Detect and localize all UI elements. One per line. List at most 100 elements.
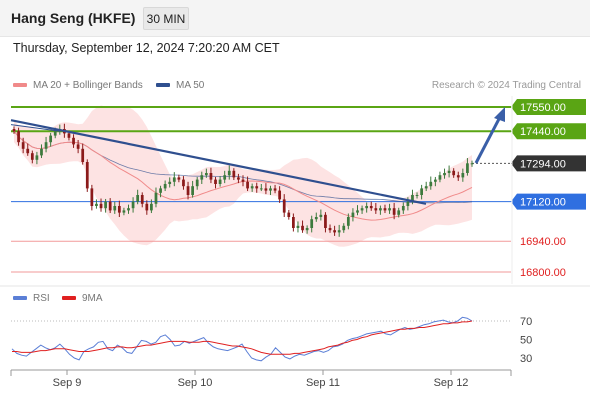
candle-body — [278, 190, 282, 200]
legend-ma20: MA 20 + Bollinger Bands — [13, 80, 143, 91]
candle-body — [218, 179, 222, 184]
candle-body — [85, 162, 89, 189]
level-tag-box — [511, 155, 586, 172]
candle-body — [117, 206, 121, 213]
candle — [17, 127, 20, 146]
ma9-label: 9MA — [82, 293, 103, 304]
candle — [150, 199, 153, 214]
rsi-line — [11, 316, 473, 362]
legend-ma50: MA 50 — [156, 80, 204, 91]
candle-body — [411, 195, 414, 202]
candle — [49, 132, 53, 147]
candle-body — [113, 206, 117, 211]
candle — [287, 209, 291, 220]
instrument-title: Hang Seng (HKFE) — [11, 10, 136, 26]
candle-body — [232, 170, 236, 178]
candle-body — [470, 163, 474, 165]
candle — [227, 165, 231, 180]
candle — [237, 173, 240, 184]
candle — [360, 205, 364, 214]
x-tick-label: Sep 12 — [434, 377, 469, 389]
candle — [172, 172, 176, 187]
candle — [351, 208, 355, 222]
candle — [145, 200, 149, 215]
candle — [301, 220, 304, 233]
ma50-label: MA 50 — [176, 80, 205, 91]
rsi-swatch — [13, 296, 27, 301]
candle — [232, 168, 236, 181]
candle — [209, 167, 213, 184]
candle — [76, 140, 80, 154]
forecast-arrow-head — [494, 107, 505, 122]
candle — [26, 143, 30, 156]
candle — [328, 224, 332, 233]
candle-body — [76, 144, 80, 149]
candle-body — [140, 195, 144, 204]
candle-body — [466, 163, 469, 173]
candle — [140, 192, 144, 208]
candle-body — [301, 225, 304, 231]
candle — [443, 168, 446, 179]
candle-body — [443, 173, 446, 176]
candle — [346, 213, 350, 230]
candle — [259, 184, 263, 192]
candle — [319, 209, 323, 221]
ma50-swatch — [156, 83, 170, 88]
candle — [81, 143, 85, 165]
candle — [204, 168, 208, 178]
candle-body — [351, 212, 355, 217]
candle-body — [163, 184, 167, 189]
candle-body — [287, 212, 291, 217]
candle-body — [433, 179, 437, 182]
candle — [154, 187, 158, 208]
candle-body — [438, 175, 442, 180]
candle-body — [227, 170, 231, 176]
candle — [195, 176, 199, 190]
candle — [12, 126, 16, 134]
candle — [456, 171, 460, 181]
candle — [95, 199, 98, 209]
level-label-17120.00: 17120.00 — [520, 197, 566, 209]
trendline-start — [10, 124, 61, 132]
candle-body — [209, 173, 213, 180]
level-label-16940.00: 16940.00 — [520, 236, 566, 248]
candle-body — [379, 208, 382, 211]
candle — [269, 185, 272, 195]
candle — [397, 207, 401, 218]
candle-body — [429, 181, 433, 187]
timeframe-button[interactable]: 30 MIN — [143, 7, 189, 30]
candle-body — [182, 179, 185, 187]
candle-body — [296, 225, 300, 228]
candle-body — [67, 133, 71, 138]
candle-body — [324, 214, 327, 228]
legend-rsi: RSI — [13, 293, 50, 304]
candle-body — [223, 175, 227, 180]
candle-body — [310, 219, 314, 228]
candle-body — [136, 195, 140, 202]
candle — [466, 158, 469, 176]
candle-body — [392, 208, 396, 215]
candle-body — [452, 170, 456, 176]
ma20-label: MA 20 + Bollinger Bands — [33, 80, 143, 91]
candle-body — [127, 208, 130, 211]
candle — [85, 159, 89, 192]
candle — [21, 137, 25, 154]
x-tick-label: Sep 9 — [53, 377, 82, 389]
candle-body — [108, 201, 112, 211]
candle-body — [72, 137, 75, 145]
candle-body — [269, 188, 272, 191]
candle — [342, 223, 346, 233]
forecast-arrow-shaft — [474, 116, 502, 164]
candle-body — [90, 188, 94, 206]
candle — [365, 202, 369, 213]
candle-body — [420, 188, 423, 195]
candle-body — [191, 186, 194, 195]
candle — [369, 201, 373, 211]
candle — [388, 203, 391, 214]
candle-body — [365, 206, 369, 209]
candle — [241, 175, 245, 187]
candle-body — [383, 208, 387, 211]
level-tag-box — [511, 123, 586, 140]
candle — [182, 176, 185, 190]
candle — [136, 189, 140, 205]
